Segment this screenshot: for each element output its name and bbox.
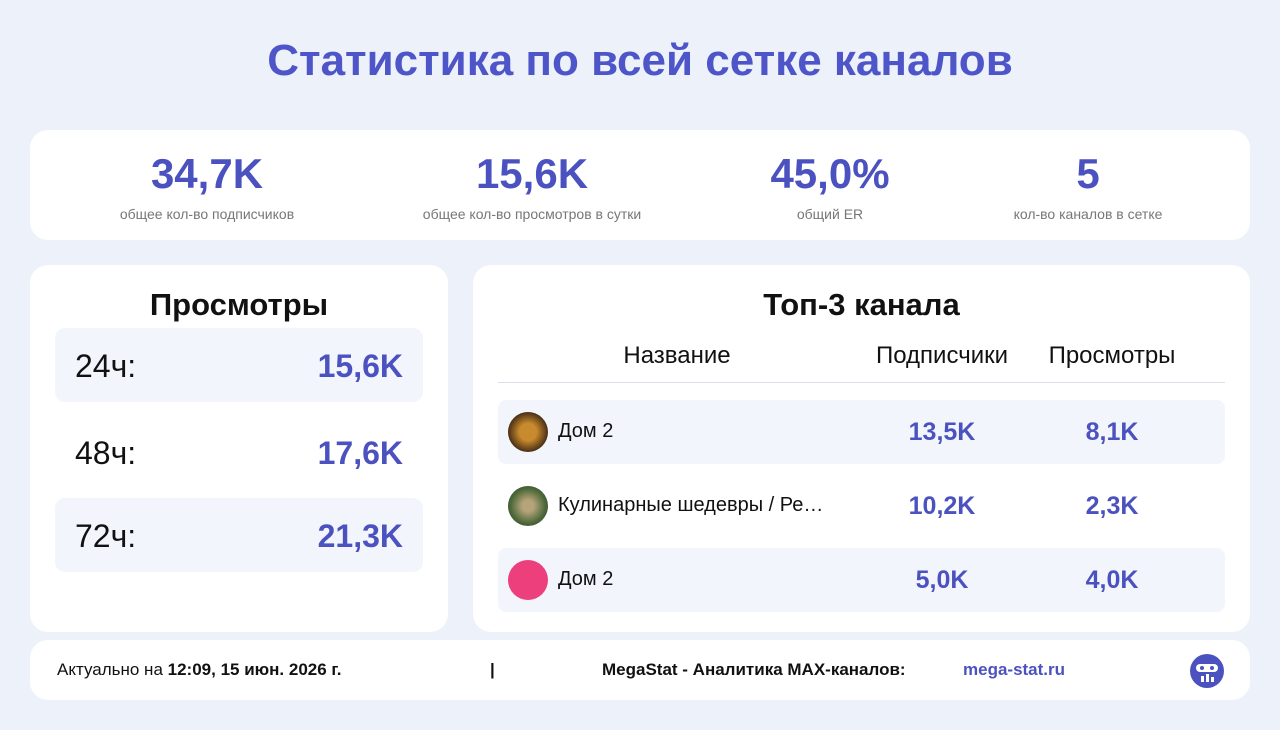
stat-value: 5 <box>1076 150 1100 197</box>
stat: 5 кол-во каналов в сетке <box>928 148 1248 222</box>
stat: 34,7K общее кол-во подписчиков <box>47 148 367 222</box>
views-value: 21,3K <box>317 518 403 554</box>
avatar <box>508 560 548 600</box>
footer-separator: | <box>490 660 495 679</box>
views-value: 15,6K <box>317 348 403 384</box>
views-value: 17,6K <box>317 435 403 471</box>
stat-label: общий ER <box>796 206 864 222</box>
stat-label: кол-во каналов в сетке <box>1013 206 1163 222</box>
stat: 45,0% общий ER <box>670 148 990 222</box>
views-row: 72ч: 21,3K <box>55 498 423 572</box>
footer-brand: MegaStat - Аналитика MAX-каналов: <box>602 660 906 679</box>
avatar <box>508 412 548 452</box>
stat-value: 45,0% <box>770 150 890 197</box>
stat-value: 34,7K <box>150 150 264 197</box>
views: 8,1K <box>1085 418 1139 446</box>
footer-text: Актуально на 12:09, 15 июн. 2026 г. <box>57 660 342 680</box>
subscribers: 5,0K <box>915 566 969 594</box>
views-row: 24ч: 15,6K <box>55 328 423 402</box>
period: 24ч: <box>75 348 137 384</box>
views: 2,3K <box>1085 492 1139 520</box>
views: 4,0K <box>1085 566 1139 594</box>
divider <box>498 382 1225 383</box>
stat-label: общее кол-во подписчиков <box>119 206 295 222</box>
footer: Актуально на 12:09, 15 июн. 2026 г. | Me… <box>30 640 1250 700</box>
channel-row: Дом 2 5,0K 4,0K <box>498 548 1225 612</box>
logo <box>1190 654 1224 688</box>
subscribers: 13,5K <box>908 418 976 446</box>
column-header: Название <box>623 342 731 369</box>
top-card: Топ-3 канала Название Подписчики Просмот… <box>473 265 1250 632</box>
channel-name: Дом 2 <box>558 568 614 590</box>
views-row: 48ч: 17,6K <box>55 415 423 489</box>
period: 72ч: <box>75 518 137 554</box>
top-title: Топ-3 канала <box>763 287 960 322</box>
footer-prefix: Актуально на <box>57 660 163 679</box>
views-title: Просмотры <box>149 287 329 322</box>
period: 48ч: <box>75 435 137 471</box>
column-header: Просмотры <box>1048 342 1176 369</box>
footer-date: 12:09, 15 июн. 2026 г. <box>167 660 342 679</box>
footer-link[interactable]: mega-stat.ru <box>963 660 1066 679</box>
column-header: Подписчики <box>875 342 1009 369</box>
stat-label: общее кол-во просмотров в сутки <box>422 206 642 222</box>
views-card: Просмотры 24ч: 15,6K 48ч: 17,6K 72ч: 21,3K <box>30 265 448 632</box>
stat: 15,6K общее кол-во просмотров в сутки <box>372 148 692 222</box>
avatar <box>508 486 548 526</box>
channel-row: Кулинарные шедевры / Ре… 10,2K 2,3K <box>498 474 1225 538</box>
channel-row: Дом 2 13,5K 8,1K <box>498 400 1225 464</box>
stat-value: 15,6K <box>475 150 589 197</box>
stats-card: 34,7K общее кол-во подписчиков 15,6K общее… <box>30 130 1250 240</box>
channel-name: Кулинарные шедевры / Ре… <box>558 494 824 516</box>
page-title: Статистика по всей сетке каналов <box>267 36 1013 85</box>
subscribers: 10,2K <box>908 492 976 520</box>
channel-name: Дом 2 <box>558 420 614 442</box>
